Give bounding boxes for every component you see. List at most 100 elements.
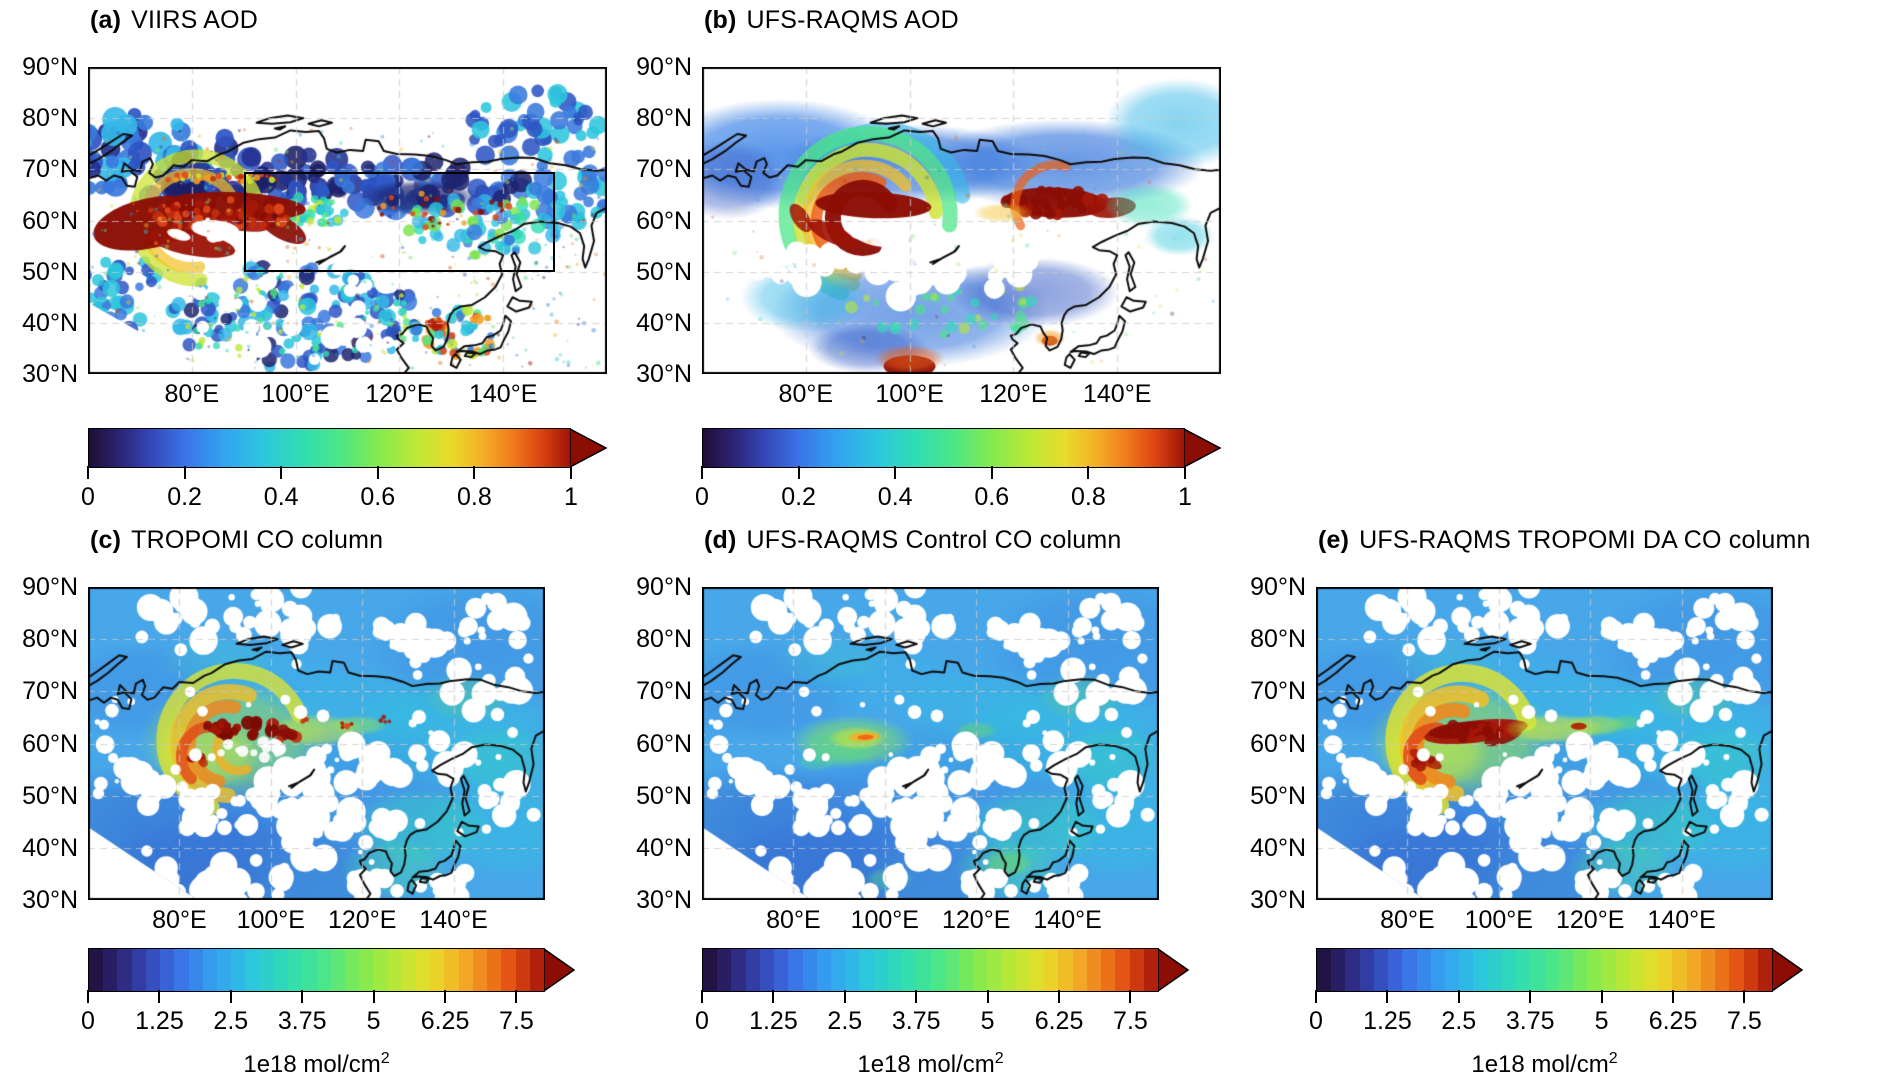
map-canvas <box>88 587 545 900</box>
lat-tick-label: 50°N <box>1250 781 1306 810</box>
colorbar-bin <box>1743 949 1758 991</box>
colorbar-overflow-arrow <box>1184 428 1222 468</box>
colorbar-tick <box>372 990 375 1003</box>
unit-exponent: 2 <box>1608 1050 1618 1067</box>
colorbar: 0 1.25 2.5 3.75 5 6.25 7.5 1e18 mol/cm2 <box>695 948 1191 1078</box>
lat-tick-label: 90°N <box>636 53 692 81</box>
colorbar-tick-label: 1 <box>1178 483 1192 511</box>
colorbar-tick <box>87 990 89 1003</box>
lat-tick-label: 60°N <box>636 206 692 235</box>
colorbar-bin <box>1058 949 1073 991</box>
colorbar-bin <box>1629 949 1645 991</box>
colorbar-bin <box>1373 949 1389 991</box>
colorbar-bin <box>131 949 146 991</box>
lon-tick-label: 100°E <box>236 906 305 934</box>
colorbar-bin <box>472 949 488 991</box>
lat-tick-label: 70°N <box>22 677 78 706</box>
colorbar-tick <box>1529 990 1532 1003</box>
lat-tick-label: 70°N <box>636 155 692 184</box>
colorbar-tick <box>1315 990 1317 1003</box>
colorbar-overflow-arrow <box>1772 948 1804 992</box>
colorbar-bin <box>444 949 459 991</box>
colorbar-bin <box>830 949 846 991</box>
colorbar-tick <box>376 466 379 479</box>
colorbar-bin <box>259 949 274 991</box>
colorbar-bin <box>1388 949 1403 991</box>
lon-tick-label: 80°E <box>152 906 207 934</box>
colorbar-tick-label: 0.4 <box>263 483 299 511</box>
lon-tick-label: 120°E <box>365 380 434 408</box>
colorbar-bin <box>1143 949 1158 991</box>
colorbar-bin <box>930 949 945 991</box>
colorbar-bin <box>245 949 260 991</box>
colorbar-bin <box>1729 949 1744 991</box>
colorbar-bin <box>1459 949 1474 991</box>
colorbar-bin <box>430 949 445 991</box>
lon-tick-label: 120°E <box>941 906 1011 934</box>
panel-title-text: TROPOMI CO column <box>131 526 384 554</box>
lon-tick-label: 80°E <box>1380 906 1435 934</box>
colorbar-tick-label: 1.25 <box>135 1007 184 1035</box>
colorbar-tick-label: 0.6 <box>360 483 396 511</box>
panel-index-label: (c) <box>90 526 122 554</box>
panel-title: (e) UFS-RAQMS TROPOMI DA CO column <box>1318 526 1811 555</box>
colorbar-tick <box>158 990 161 1003</box>
colorbar-bin <box>1757 949 1772 991</box>
colorbar-tick <box>444 990 447 1003</box>
colorbar-bin <box>1686 949 1701 991</box>
colorbar-tick <box>1087 466 1090 479</box>
colorbar-tick-label: 3.75 <box>277 1007 327 1035</box>
colorbar-bin <box>373 949 388 991</box>
colorbar-bin <box>759 949 775 991</box>
colorbar-tick-label: 0 <box>81 483 95 511</box>
colorbar-tick <box>570 466 572 479</box>
colorbar-bin <box>487 949 502 991</box>
lon-tick-label: 100°E <box>261 380 330 408</box>
panel-index-label: (a) <box>90 6 122 34</box>
colorbar-bin <box>1544 949 1559 991</box>
colorbar-tick <box>1184 466 1186 479</box>
colorbar-unit-label: 1e18 mol/cm2 <box>771 1046 1091 1078</box>
colorbar-bin <box>1001 949 1016 991</box>
colorbar-bin <box>1101 949 1116 991</box>
colorbar-bin <box>1715 949 1730 991</box>
colorbar-tick-label: 3.75 <box>891 1007 941 1035</box>
colorbar-tick <box>894 466 897 479</box>
colorbar-tick-label: 2.5 <box>827 1007 863 1035</box>
colorbar-tick <box>1457 990 1460 1003</box>
colorbar-bin <box>774 949 789 991</box>
lat-tick-label: 50°N <box>22 257 78 286</box>
lat-tick-label: 30°N <box>22 360 78 388</box>
colorbar: 0 1.25 2.5 3.75 5 6.25 7.5 1e18 mol/cm2 <box>1309 948 1805 1078</box>
colorbar-bin <box>501 949 516 991</box>
colorbar-tick-label: 0 <box>695 1007 709 1035</box>
lat-tick-label: 80°N <box>636 625 692 654</box>
colorbar-bin <box>1672 949 1687 991</box>
lat-tick-label: 80°N <box>22 625 78 654</box>
lat-tick-label: 70°N <box>636 677 692 706</box>
lon-tick-label: 100°E <box>850 906 919 934</box>
map-canvas <box>88 67 607 374</box>
colorbar-bin <box>89 949 104 991</box>
colorbar: 0 0.2 0.4 0.6 0.8 1 <box>695 428 1223 526</box>
colorbar-bin <box>1700 949 1716 991</box>
colorbar-gradient <box>702 428 1185 468</box>
colorbar-bin <box>703 949 718 991</box>
colorbar-tick <box>280 466 283 479</box>
colorbar-bin <box>1601 949 1616 991</box>
colorbar-bin <box>958 949 974 991</box>
lat-tick-label: 70°N <box>1250 677 1306 706</box>
colorbar-tick-label: 0 <box>695 483 709 511</box>
colorbar-gradient <box>1316 948 1773 992</box>
lat-tick-label: 40°N <box>1250 833 1306 862</box>
lon-tick-label: 120°E <box>979 380 1048 408</box>
colorbar-tick <box>229 990 232 1003</box>
colorbar-tick <box>183 466 186 479</box>
lon-tick-label: 140°E <box>468 380 538 408</box>
colorbar-bin <box>1359 949 1374 991</box>
unit-text: 1e18 mol/cm <box>243 1051 381 1078</box>
lat-tick-label: 60°N <box>1250 729 1306 758</box>
lat-tick-label: 40°N <box>636 308 692 337</box>
lat-tick-label: 60°N <box>636 729 692 758</box>
